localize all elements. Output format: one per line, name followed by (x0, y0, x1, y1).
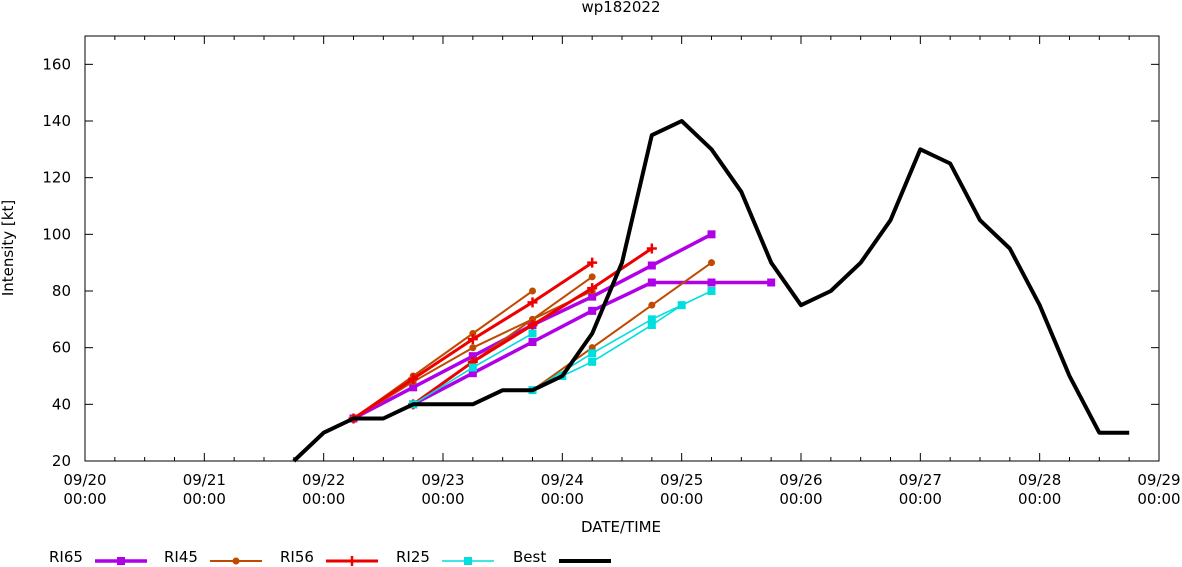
legend-marker-ri45 (232, 557, 240, 565)
legend-marker-ri65 (117, 557, 125, 565)
data-point-ri45 (469, 344, 477, 352)
legend-marker-ri56 (347, 556, 357, 566)
series-best (292, 119, 1130, 463)
x-tick-label-time: 00:00 (1018, 490, 1061, 508)
data-point-ri65 (528, 338, 537, 346)
legend-label-ri56: RI56 (280, 548, 314, 566)
plot-frame (84, 35, 1160, 462)
x-tick-label-time: 00:00 (660, 490, 703, 508)
x-tick-label-date: 09/29 (1137, 471, 1180, 489)
series-line-ri45 (531, 261, 713, 392)
series-ri25 (409, 287, 716, 409)
y-axis-label: Intensity [kt] (0, 200, 17, 296)
plot-border (84, 35, 1160, 462)
series-ri56 (348, 243, 657, 424)
legend-marker-ri25 (464, 557, 472, 565)
x-tick-label-date: 09/20 (63, 471, 106, 489)
data-point-ri65 (468, 369, 477, 378)
series-line-best (292, 119, 1130, 463)
data-point-ri45 (529, 315, 536, 323)
legend-label-ri45: RI45 (164, 548, 198, 566)
y-axis: 20 40 60 80 100 120 140 160 (42, 55, 1159, 470)
data-point-ri25 (528, 329, 537, 338)
data-point-ri56 (646, 243, 657, 254)
series-layer (292, 119, 1130, 463)
data-point-ri65 (409, 383, 418, 392)
x-tick-label-time: 00:00 (63, 490, 106, 508)
x-tick-label-time: 00:00 (541, 490, 584, 508)
legend: RI65 RI45 RI56 RI25 Best (49, 548, 611, 566)
data-point-ri65 (588, 306, 597, 315)
x-tick-label-date: 09/24 (541, 471, 584, 489)
data-point-ri65 (588, 292, 597, 301)
series-line-ri25 (561, 304, 683, 377)
legend-item-ri65: RI65 (49, 548, 147, 566)
data-point-ri65 (707, 278, 716, 287)
x-tick-label-time: 00:00 (302, 490, 345, 508)
x-tick-label-date: 09/27 (899, 471, 942, 489)
legend-item-best: Best (513, 548, 611, 566)
data-point-ri25 (468, 363, 477, 372)
data-point-ri56 (587, 257, 598, 268)
x-tick-label-date: 09/21 (183, 471, 226, 489)
x-tick-label-time: 00:00 (1137, 490, 1180, 508)
data-point-ri25 (647, 315, 656, 324)
chart-title: wp182022 (581, 0, 660, 16)
data-point-ri45 (708, 259, 715, 267)
x-tick-label-date: 09/26 (779, 471, 822, 489)
data-point-ri25 (588, 349, 597, 358)
y-tick-label: 120 (42, 169, 71, 187)
x-axis: 09/2000:0009/2100:0009/2200:0009/2300:00… (63, 36, 1181, 508)
data-point-ri65 (647, 261, 656, 270)
x-tick-label-date: 09/28 (1018, 471, 1061, 489)
x-tick-label-time: 00:00 (899, 490, 942, 508)
data-point-ri56 (467, 334, 478, 345)
legend-label-ri65: RI65 (49, 548, 83, 566)
y-tick-label: 40 (52, 395, 71, 413)
data-point-ri45 (588, 273, 596, 281)
x-axis-label: DATE/TIME (581, 518, 661, 536)
legend-item-ri56: RI56 (280, 548, 378, 566)
y-tick-label: 20 (52, 452, 71, 470)
y-tick-label: 100 (42, 225, 71, 243)
data-point-ri65 (468, 352, 477, 361)
data-point-ri45 (469, 330, 477, 337)
data-point-ri65 (647, 278, 656, 287)
y-tick-label: 60 (52, 339, 71, 357)
x-tick-label-time: 00:00 (779, 490, 822, 508)
data-point-ri45 (648, 301, 656, 309)
x-tick-label-date: 09/25 (660, 471, 703, 489)
legend-item-ri25: RI25 (396, 548, 494, 566)
legend-label-best: Best (513, 548, 546, 566)
x-tick-label-time: 00:00 (421, 490, 464, 508)
data-point-ri56 (408, 373, 419, 384)
data-point-ri56 (527, 320, 538, 330)
y-tick-label: 80 (52, 282, 71, 300)
data-point-ri25 (588, 357, 597, 366)
data-point-ri56 (587, 283, 598, 294)
legend-item-ri45: RI45 (164, 548, 262, 566)
data-point-ri25 (707, 287, 716, 295)
y-tick-label: 160 (42, 55, 71, 73)
legend-label-ri25: RI25 (396, 548, 430, 566)
series-ri65 (349, 230, 776, 423)
x-tick-label-date: 09/22 (302, 471, 345, 489)
data-point-ri65 (707, 230, 716, 239)
y-tick-label: 140 (42, 112, 71, 130)
data-point-ri25 (647, 321, 656, 329)
data-point-ri56 (527, 297, 538, 308)
data-point-ri65 (767, 278, 776, 287)
data-point-ri25 (677, 301, 686, 310)
data-point-ri45 (529, 287, 536, 295)
x-tick-label-time: 00:00 (183, 490, 226, 508)
x-tick-label-date: 09/23 (421, 471, 464, 489)
